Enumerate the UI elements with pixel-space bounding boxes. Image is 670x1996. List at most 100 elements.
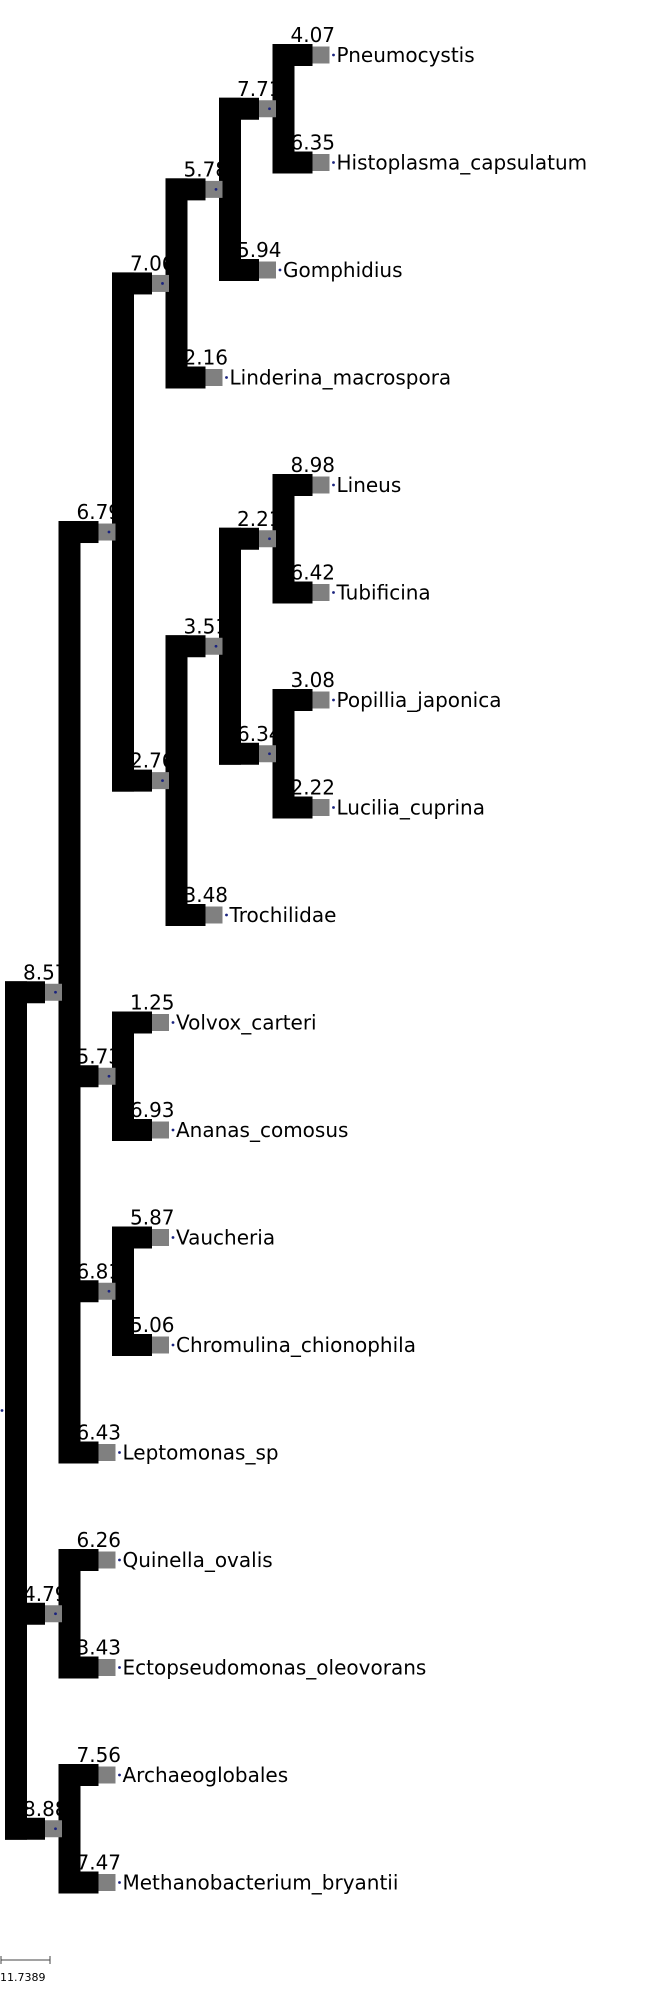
branch-marker-box [98,523,116,541]
leaf-connector-dot [171,1343,175,1347]
tree-branches [5,44,313,1894]
tree-vertical-branch [112,1011,134,1141]
branch-marker-box [312,46,330,64]
branch-value-label: 2.22 [291,776,336,800]
leaf-taxon-label: Popillia_japonica [337,688,502,712]
tree-horizontal-branch [272,581,313,604]
branch-value-label: 6.81 [77,1259,122,1283]
branch-value-label: 1.25 [130,991,175,1015]
tree-horizontal-branch [58,1656,99,1679]
node-connector-dot [161,779,164,783]
leaf-taxon-label: Archaeoglobales [123,1763,289,1787]
branch-value-label: 6.35 [291,131,336,155]
branch-marker-box [259,100,276,118]
branch-value-label: 6.79 [77,500,122,524]
tree-vertical-branch [5,981,27,1840]
tree-vertical-branch [219,97,241,281]
tree-horizontal-branch [58,1280,99,1303]
leaf-taxon-label: Vaucheria [176,1226,275,1250]
branch-value-label: 5.87 [130,1206,175,1230]
tree-horizontal-branch [112,272,152,295]
branch-value-label: 2.16 [184,346,229,370]
branch-value-label: 6.34 [237,722,282,746]
tree-vertical-branch [165,178,188,389]
tree-horizontal-branch [58,1549,99,1571]
tree-horizontal-branch [58,1065,99,1088]
branch-marker-box [45,983,62,1001]
leaf-taxon-label: Lucilia_cuprina [337,796,485,820]
tree-vertical-branch [272,44,295,174]
leaf-taxon-label: Volvox_carteri [176,1011,317,1035]
branch-marker-box [152,1336,169,1354]
scale-bar-label: 11.7389 [0,1971,46,1984]
tree-horizontal-branch [165,178,206,201]
leaf-connector-dot [278,268,282,272]
branch-value-label: 7.06 [130,251,175,275]
node-connector-dot [54,990,57,994]
leaf-connector-dot [171,1128,175,1132]
leaf-connector-dot [171,1021,175,1024]
branch-value-label: 3.08 [291,668,336,692]
tree-horizontal-branch [58,1871,99,1894]
branch-value-label: 6.26 [77,1528,122,1552]
tree-horizontal-branch [165,366,206,389]
branch-marker-box [259,530,276,548]
branch-marker-box [205,369,223,386]
tree-horizontal-branch [272,689,313,711]
tree-horizontal-branch [112,1226,152,1249]
branch-marker-box [312,154,330,171]
leaf-taxon-label: Histoplasma_capsulatum [337,151,588,175]
branch-marker-box [152,274,169,292]
tree-horizontal-branch [165,904,206,926]
tree-horizontal-branch [219,259,259,281]
tree-horizontal-branch [272,474,313,496]
leaf-connector-dot [225,913,228,917]
tree-horizontal-branch [112,1119,152,1141]
branch-value-label: 5.06 [130,1313,175,1337]
node-connector-dot [214,644,218,648]
node-connector-dot [107,530,111,534]
tree-horizontal-branch [219,527,259,550]
root-connector-dot [0,1409,4,1412]
branch-marker-box [98,1659,116,1676]
branch-marker-box [98,1444,116,1461]
leaf-taxon-label: Quinella_ovalis [123,1548,273,1572]
tree-vertical-branch [112,272,134,792]
branch-marker-box [205,180,223,198]
tree-horizontal-branch [112,1334,152,1356]
tree-horizontal-branch [58,521,99,544]
leaf-connector-dot [225,376,228,379]
tree-horizontal-branch [112,1011,152,1034]
leaf-connector-dot [118,1558,121,1562]
branch-marker-box [312,691,330,709]
branch-value-label: 3.43 [77,1636,122,1660]
branch-marker-box [152,1014,169,1031]
tree-horizontal-branch [5,1817,45,1840]
node-connector-dot [161,282,164,285]
node-connector-dot [268,107,271,111]
branch-value-label: 5.73 [77,1044,122,1068]
branch-value-label: 4.79 [23,1582,68,1606]
branch-marker-box [45,1820,62,1838]
branch-value-label: 2.21 [237,507,282,531]
leaf-connector-dot [332,483,335,487]
branch-value-label: 8.57 [23,960,68,984]
tree-horizontal-branch [112,769,152,792]
branch-value-label: 6.43 [77,1421,122,1445]
leaf-connector-dot [118,1773,121,1777]
leaf-connector-dot [332,698,335,702]
branch-value-label: 7.47 [77,1851,122,1875]
branch-marker-box [312,584,330,601]
tree-vertical-branch [272,474,295,604]
leaf-taxon-label: Pneumocystis [337,43,475,67]
branch-marker-box [205,906,223,924]
tree-vertical-branch [219,527,241,765]
tree-horizontal-branch [58,1764,99,1786]
leaf-taxon-label: Gomphidius [283,258,403,282]
branch-marker-box [312,476,330,494]
branch-marker-box [45,1605,62,1623]
branch-value-label: 8.88 [23,1797,68,1821]
branch-marker-box [152,772,169,790]
